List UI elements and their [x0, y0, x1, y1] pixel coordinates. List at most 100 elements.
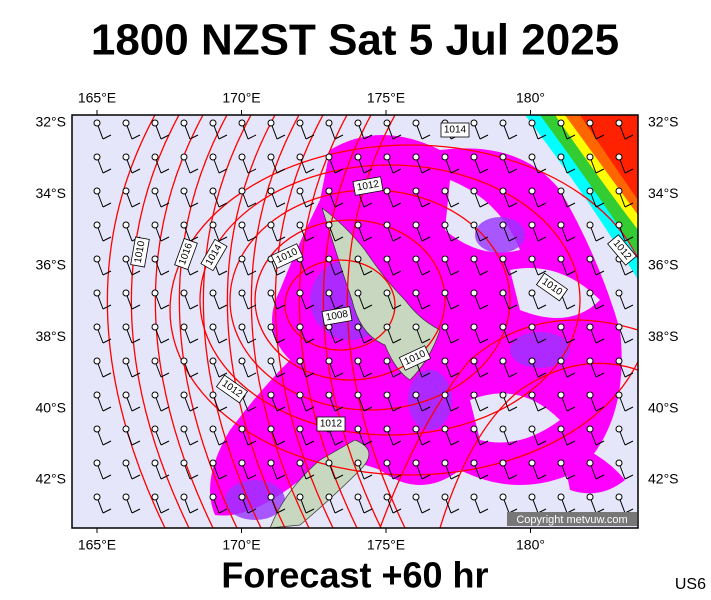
- barb-station: [296, 323, 304, 331]
- barb-station: [412, 221, 420, 229]
- barb-station: [383, 187, 391, 195]
- barb-station: [354, 425, 362, 433]
- barb-station: [615, 459, 623, 467]
- barb-station: [325, 493, 333, 501]
- isobar: [202, 115, 262, 528]
- barb-station: [528, 459, 536, 467]
- barb-station: [499, 391, 507, 399]
- lat-label: 32°S: [35, 114, 66, 130]
- barb-station: [586, 323, 594, 331]
- title: 1800 NZST Sat 5 Jul 2025: [91, 16, 619, 65]
- isobar: [154, 115, 214, 528]
- isobar-label: 1014: [440, 122, 470, 138]
- barb-station: [586, 425, 594, 433]
- barb-flag: [508, 372, 518, 378]
- barb-flag: [508, 474, 518, 480]
- barb-station: [296, 289, 304, 297]
- barb-station: [586, 459, 594, 467]
- barb-flag: [392, 440, 402, 446]
- barb-station: [557, 323, 565, 331]
- barb-flag: [334, 406, 344, 412]
- isobar-label: 1012: [352, 176, 384, 196]
- barb-flag: [131, 202, 141, 208]
- barb-station: [267, 459, 275, 467]
- barb-flag: [334, 508, 344, 514]
- isobar: [298, 115, 358, 528]
- barb-station: [180, 323, 188, 331]
- barb-flag: [566, 372, 576, 378]
- isobar-label-text: 1014: [444, 125, 467, 136]
- barb-flag: [595, 202, 605, 208]
- barb-station: [296, 187, 304, 195]
- barb-flag: [363, 508, 373, 514]
- barb-flag: [276, 372, 286, 378]
- isobar: [322, 115, 382, 528]
- barb-flag: [392, 270, 402, 276]
- barb-station: [499, 255, 507, 263]
- barb-station: [93, 289, 101, 297]
- lon-label: 170°E: [222, 90, 260, 106]
- lat-label: 32°S: [648, 114, 679, 130]
- barb-station: [267, 425, 275, 433]
- barb-station: [93, 357, 101, 365]
- lat-label: 40°S: [648, 399, 679, 415]
- barb-flag: [479, 406, 489, 412]
- barb-flag: [392, 474, 402, 480]
- barb-station: [122, 357, 130, 365]
- barb-flag: [102, 134, 112, 140]
- barb-flag: [595, 168, 605, 174]
- barb-station: [93, 221, 101, 229]
- copyright: Copyright metvuw.com: [516, 514, 627, 526]
- barb-flag: [450, 474, 460, 480]
- lat-label: 42°S: [648, 471, 679, 487]
- barb-station: [296, 425, 304, 433]
- barb-flag: [566, 270, 576, 276]
- barb-flag: [334, 474, 344, 480]
- barb-flag: [392, 508, 402, 514]
- barb-flag: [218, 440, 228, 446]
- barb-station: [499, 425, 507, 433]
- barb-flag: [363, 134, 373, 140]
- barb-flag: [189, 372, 199, 378]
- barb-flag: [189, 270, 199, 276]
- barb-station: [383, 493, 391, 501]
- lon-label: 165°E: [78, 90, 116, 106]
- barb-flag: [508, 168, 518, 174]
- barb-station: [354, 357, 362, 365]
- barb-station: [151, 493, 159, 501]
- barb-station: [383, 221, 391, 229]
- barb-flag: [392, 406, 402, 412]
- barb-station: [499, 493, 507, 501]
- barb-flag: [566, 406, 576, 412]
- barb-station: [383, 323, 391, 331]
- barb-station: [528, 187, 536, 195]
- barb-flag: [421, 508, 431, 514]
- barb-station: [557, 425, 565, 433]
- barb-station: [151, 357, 159, 365]
- barb-station: [441, 221, 449, 229]
- barb-flag: [305, 440, 315, 446]
- barb-flag: [102, 168, 112, 174]
- barb-station: [383, 425, 391, 433]
- barb-station: [238, 255, 246, 263]
- barb-station: [296, 119, 304, 127]
- barb-station: [499, 323, 507, 331]
- barb-station: [586, 357, 594, 365]
- barb-station: [151, 425, 159, 433]
- barb-flag: [131, 270, 141, 276]
- barb-flag: [305, 508, 315, 514]
- barb-flag: [479, 168, 489, 174]
- barb-station: [412, 119, 420, 127]
- barb-flag: [421, 236, 431, 242]
- isobar-label-box: [352, 176, 384, 196]
- barb-station: [615, 153, 623, 161]
- copyright-box: [507, 512, 637, 526]
- barb-flag: [305, 270, 315, 276]
- barb-station: [441, 493, 449, 501]
- isobar-label-text: 1010: [133, 240, 148, 264]
- barb-station: [238, 221, 246, 229]
- barb-flag: [595, 270, 605, 276]
- barb-flag: [131, 134, 141, 140]
- barb-station: [180, 391, 188, 399]
